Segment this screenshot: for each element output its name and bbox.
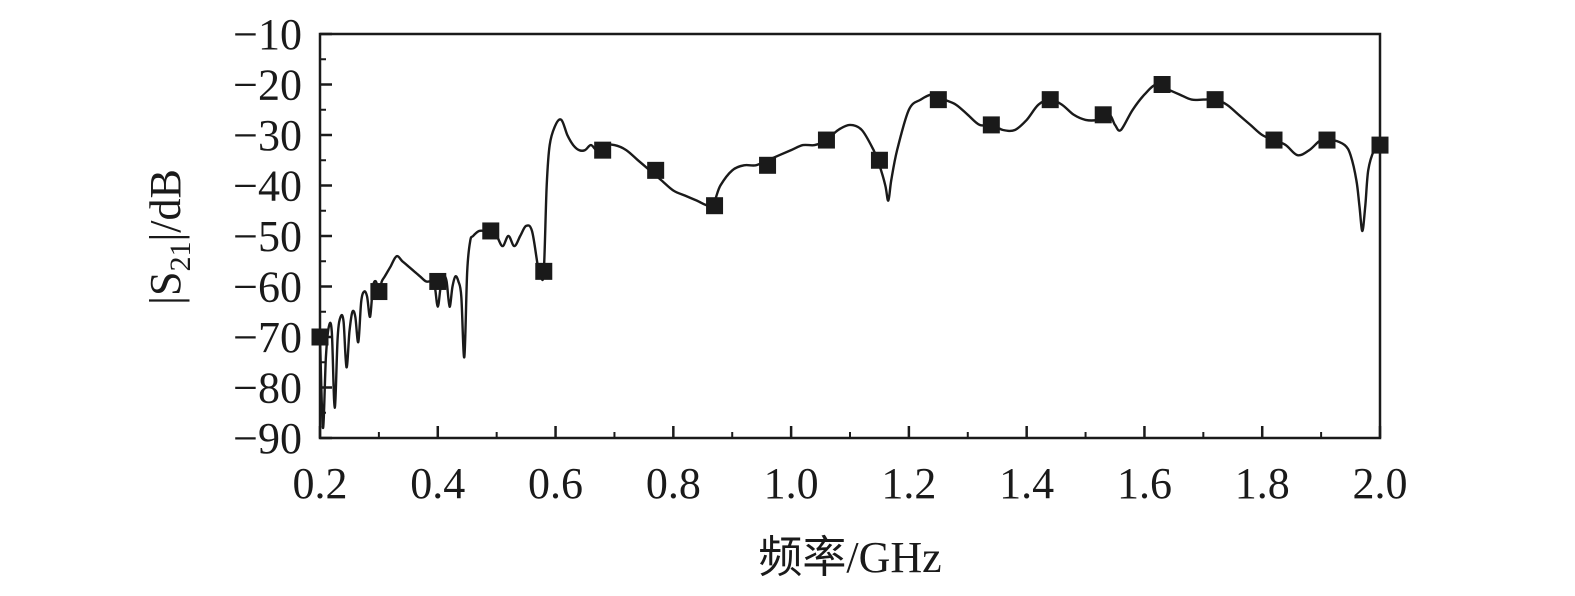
x-axis-title: 频率/GHz (758, 533, 941, 582)
x-tick-label: 1.2 (881, 459, 936, 508)
y-axis-title: |S21|/dB (141, 169, 197, 305)
data-point-marker (1153, 76, 1171, 93)
data-point-marker (706, 197, 724, 215)
y-tick-label: −30 (233, 111, 302, 160)
data-point-marker (311, 328, 329, 346)
x-tick-label: 1.0 (764, 459, 819, 508)
y-tick-label: −70 (233, 313, 302, 362)
x-tick-label: 0.4 (410, 459, 465, 508)
y-tick-label: −60 (233, 263, 302, 312)
y-tick-label: −50 (233, 212, 302, 261)
data-point-marker (1041, 91, 1059, 109)
data-point-marker (1371, 136, 1389, 154)
x-tick-label: 1.6 (1117, 459, 1172, 508)
s21-series-line (318, 83, 1381, 430)
data-point-marker (429, 272, 447, 290)
data-point-marker (759, 156, 777, 174)
data-point-marker (370, 283, 388, 301)
y-axis-title-subscript: 21 (164, 242, 197, 272)
x-tick-label: 1.8 (1235, 459, 1290, 508)
y-tick-label: −40 (233, 162, 302, 211)
x-tick-label: 1.4 (999, 459, 1054, 508)
data-point-marker (594, 141, 612, 159)
y-tick-label: −10 (233, 10, 302, 59)
x-tick-label: 2.0 (1353, 459, 1408, 508)
y-axis-title-suffix: |/dB (141, 169, 190, 241)
data-point-marker (870, 151, 888, 169)
y-axis-title-prefix: |S (141, 272, 190, 305)
y-tick-label: −80 (233, 364, 302, 413)
data-point-marker (1318, 131, 1336, 149)
x-tick-label: 0.2 (293, 459, 348, 508)
x-tick-label: 0.6 (528, 459, 583, 508)
data-point-marker (647, 161, 665, 179)
data-point-marker (535, 262, 553, 280)
data-point-marker (1206, 91, 1224, 109)
data-point-marker (929, 91, 947, 109)
data-point-marker (982, 116, 1000, 134)
data-point-marker (482, 222, 500, 240)
y-tick-label: −20 (233, 61, 302, 110)
data-point-marker (1265, 131, 1283, 149)
y-tick-label: −90 (233, 414, 302, 463)
data-point-marker (1094, 106, 1112, 124)
data-point-marker (817, 131, 835, 149)
x-tick-label: 0.8 (646, 459, 701, 508)
